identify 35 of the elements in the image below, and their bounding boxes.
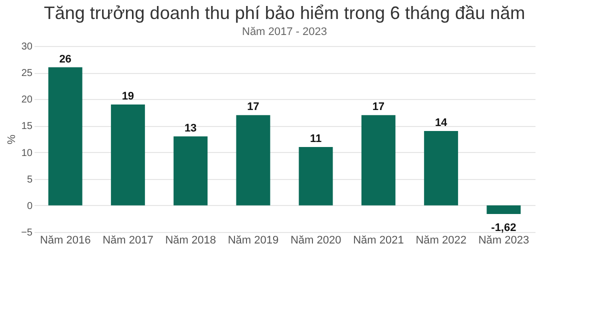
x-tick-label: Năm 2020 — [290, 234, 342, 246]
data-label: 26 — [59, 53, 72, 66]
x-tick-label: Năm 2017 — [102, 234, 154, 246]
x-tick-label: Năm 2016 — [40, 234, 91, 246]
bar — [424, 131, 458, 206]
y-tick-label: −5 — [21, 228, 33, 238]
chart-subtitle: Năm 2017 - 2023 — [242, 26, 327, 38]
data-label: -1,62 — [491, 222, 516, 234]
bar — [298, 146, 333, 206]
bar — [48, 67, 82, 206]
bar — [110, 104, 145, 206]
y-axis-title: % — [6, 134, 18, 144]
y-tick-label: 25 — [21, 68, 33, 80]
y-tick-label: 15 — [21, 121, 33, 132]
data-label: 17 — [372, 101, 385, 114]
y-tick-label: 30 — [21, 42, 33, 52]
data-label: 11 — [310, 132, 322, 145]
x-tick-label: Năm 2018 — [165, 234, 216, 246]
bar — [174, 136, 208, 206]
y-tick-label: 10 — [21, 148, 33, 159]
data-label: 13 — [184, 122, 197, 134]
bar — [236, 115, 270, 206]
y-tick-label: 20 — [21, 94, 33, 106]
y-tick-label: 0 — [26, 200, 33, 212]
x-tick-label: Năm 2023 — [478, 234, 530, 246]
data-label: 19 — [122, 90, 134, 102]
x-tick-label: Năm 2019 — [228, 234, 279, 246]
data-label: 17 — [247, 101, 260, 114]
bar — [486, 205, 521, 214]
chart-title: Tăng trưởng doanh thu phí bảo hiểm trong 6 tháng đầu năm — [44, 3, 526, 23]
x-tick-label: Năm 2022 — [416, 234, 466, 246]
bar — [361, 115, 396, 206]
x-tick-label: Năm 2021 — [353, 234, 404, 246]
data-label: 14 — [434, 117, 448, 130]
y-tick-label: 5 — [26, 174, 33, 186]
